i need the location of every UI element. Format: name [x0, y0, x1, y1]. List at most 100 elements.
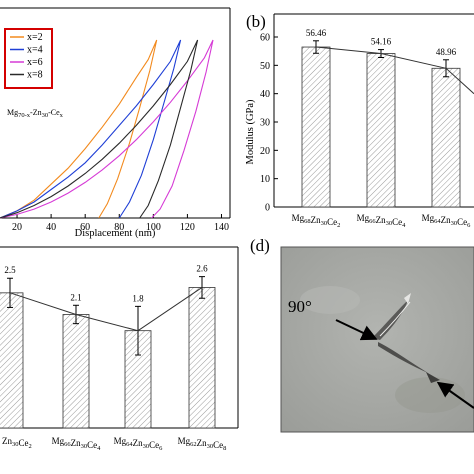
- crack-mark: [426, 372, 440, 383]
- formula-subscript: 30: [451, 220, 458, 227]
- panel-b-ytick-label: 40: [260, 89, 270, 100]
- formula-element: Zn: [376, 215, 386, 225]
- panel-a-xtick-label: 140: [214, 222, 229, 233]
- micro-blotch: [300, 286, 360, 314]
- panel-b-ytick-label: 30: [260, 118, 270, 129]
- panel-c-bar: [62, 314, 90, 429]
- formula-element: Ce: [327, 217, 337, 227]
- legend-entry: x=2: [27, 32, 43, 43]
- formula-subscript: 30: [12, 441, 19, 448]
- panel-a-xtick-label: 100: [146, 222, 161, 233]
- panel-c-bar: [0, 292, 24, 429]
- panel-b-ytick-label: 60: [260, 33, 270, 44]
- curve-x6: [0, 39, 214, 219]
- panel-a-xtick-label: 80: [114, 222, 124, 233]
- panel-a-xtick-label: 60: [80, 222, 90, 233]
- formula-element: Mg: [114, 436, 127, 446]
- legend-entry: x=6: [27, 57, 43, 68]
- panel-c-bar-chart: 2.5Zn30Ce22.1Mg66Zn30Ce41.8Mg64Zn30Ce62.…: [0, 246, 239, 452]
- formula-subscript: 8: [223, 445, 226, 452]
- curve-x4: [0, 39, 182, 219]
- panel-b-bars: 56.46Mg68Zn30Ce254.16Mg66Zn30Ce448.96Mg6…: [292, 28, 474, 229]
- formula-element: Ce: [87, 440, 97, 450]
- panel-c-bar: [188, 287, 216, 429]
- formula-element: Mg: [422, 213, 435, 223]
- formula-element: Mg: [292, 213, 305, 223]
- modulus-value-label: 56.46: [306, 28, 327, 38]
- crack-highlight: [379, 301, 411, 337]
- formula-element: Zn: [133, 438, 143, 448]
- arrow-2: [436, 381, 474, 409]
- panel-a-load-displacement: 20 40 60 80 100 120 140 x=2 x=4x=6 x=8 Mg70-x-Zn…: [0, 7, 231, 239]
- panel-a-xlabel: Displacement (nm): [75, 228, 156, 239]
- formula-element: Ce: [392, 217, 402, 227]
- modulus-bar: [366, 53, 396, 208]
- panel-b-ytick-label: 0: [265, 203, 270, 214]
- panel-c-value-label: 2.6: [196, 264, 208, 274]
- panel-d-letter: (d): [250, 236, 270, 255]
- panel-c-category-label: Mg64Zn30Ce6: [114, 436, 164, 452]
- panel-c-trend-line: [9, 286, 203, 332]
- formula-subscript: 30: [207, 443, 214, 450]
- modulus-bar: [431, 67, 461, 208]
- panel-b-ytick-label: 50: [260, 61, 270, 72]
- modulus-trend-line: [315, 46, 474, 95]
- panel-a-xtick-label: 40: [46, 222, 56, 233]
- formula-element: Mg: [357, 213, 370, 223]
- micrograph-features: 90°: [288, 286, 474, 413]
- arrow-1: [335, 319, 378, 341]
- formula-subscript: 30: [386, 220, 393, 227]
- formula-subscript: 66: [64, 441, 71, 448]
- panel-b-category-label: Mg64Zn30Ce6: [422, 213, 472, 229]
- panel-b-ytick-label: 20: [260, 146, 270, 157]
- panel-a-xtick-label: 120: [180, 222, 195, 233]
- legend-entry: x=4: [27, 45, 43, 56]
- crack-mark: [378, 342, 428, 373]
- formula-subscript: 30: [81, 443, 88, 450]
- panel-c-value-label: 2.5: [4, 265, 16, 275]
- panel-b-letter: (b): [246, 12, 266, 31]
- formula-subscript: 64: [434, 218, 441, 225]
- formula-subscript: 2: [29, 443, 32, 450]
- formula-element: Ce: [149, 440, 159, 450]
- formula-element: Ce: [457, 217, 467, 227]
- legend-box: [4, 28, 53, 89]
- formula-subscript: 2: [337, 222, 340, 229]
- crack-mark: [404, 293, 411, 304]
- formula-subscript: 4: [402, 222, 406, 229]
- panel-b-category-label: Mg68Zn30Ce2: [292, 213, 341, 229]
- panel-a-xtick-label: 20: [12, 222, 22, 233]
- formula-subscript: 68: [304, 218, 311, 225]
- formula-element: Ce: [213, 440, 223, 450]
- modulus-value-label: 54.16: [371, 37, 392, 47]
- formula-subscript: 4: [97, 445, 101, 452]
- formula-element: Zn: [71, 438, 81, 448]
- formula-element: Zn: [197, 438, 207, 448]
- panel-c-bars: 2.5Zn30Ce22.1Mg66Zn30Ce41.8Mg64Zn30Ce62.…: [0, 264, 226, 452]
- formula-subscript: 64: [126, 441, 133, 448]
- panel-c-category-label: Zn30Ce2: [2, 436, 32, 450]
- formula-element: Mg: [52, 436, 65, 446]
- panel-b-ytick-label: 10: [260, 174, 270, 185]
- formula-subscript: 30: [321, 220, 328, 227]
- panel-b-category-label: Mg66Zn30Ce4: [357, 213, 407, 229]
- formula-subscript: 6: [159, 445, 163, 452]
- formula-element: Mg: [178, 436, 191, 446]
- panel-c-category-label: Mg62Zn30Ce8: [178, 436, 227, 452]
- modulus-value-label: 48.96: [436, 47, 457, 57]
- panel-c-category-label: Mg66Zn30Ce4: [52, 436, 102, 452]
- formula-subscript: 62: [190, 441, 197, 448]
- modulus-bar: [301, 46, 331, 208]
- curve-x2: [0, 39, 158, 219]
- panel-b-ylabel: Modulus (GPa): [245, 99, 256, 165]
- panel-d-micrograph: (d) 90°: [250, 236, 474, 433]
- formula-subscript: 6: [467, 222, 471, 229]
- panel-a-axes: 20 40 60 80 100 120 140: [0, 7, 231, 233]
- formula-element: Ce: [19, 438, 29, 448]
- panel-c-value-label: 2.1: [70, 292, 81, 302]
- angle-label: 90°: [288, 297, 312, 316]
- panel-c-value-label: 1.8: [132, 293, 144, 303]
- legend-entry: x=8: [27, 70, 43, 81]
